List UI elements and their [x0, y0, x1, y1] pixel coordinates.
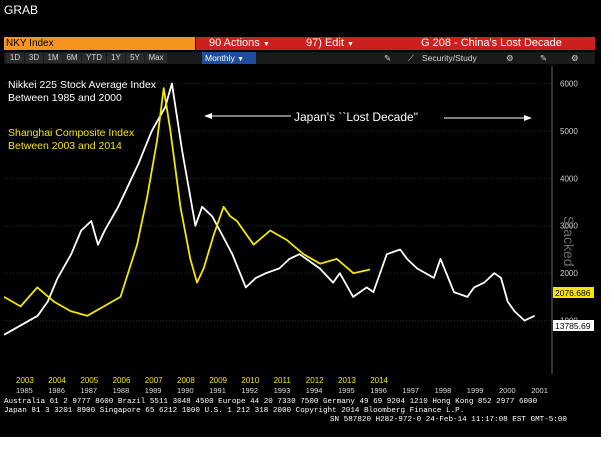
x-tick-label-top: 2003: [16, 376, 34, 385]
x-tick-label-bottom: 1987: [80, 386, 97, 395]
range-button-max[interactable]: Max: [145, 53, 167, 63]
pencil-icon[interactable]: ✎: [384, 53, 392, 63]
arrow-left-icon: [204, 113, 212, 119]
frequency-dropdown[interactable]: Monthly ▼: [202, 52, 256, 64]
x-tick-label-top: 2005: [80, 376, 98, 385]
legend-nikkei-line1: Nikkei 225 Stock Average Index: [8, 79, 157, 91]
x-tick-label-bottom: 1994: [306, 386, 323, 395]
legend-shanghai: Shanghai Composite Index Between 2003 an…: [8, 127, 134, 153]
frequency-label: Monthly: [205, 53, 235, 63]
command-bar: [196, 37, 595, 50]
x-tick-label-bottom: 1995: [338, 386, 355, 395]
gear-icon[interactable]: ⚙: [571, 53, 579, 63]
y-tick-label: 3000: [560, 222, 578, 231]
x-tick-label-bottom: 1999: [467, 386, 484, 395]
x-tick-label-bottom: 1985: [16, 386, 33, 395]
arrow-right-icon: [524, 115, 532, 121]
footer-line-1: Australia 61 2 9777 8600 Brazil 5511 304…: [4, 398, 538, 406]
grab-label: GRAB: [4, 3, 39, 17]
x-tick-label-top: 2006: [113, 376, 131, 385]
range-button-1m[interactable]: 1M: [44, 53, 62, 63]
x-tick-label-top: 2010: [241, 376, 259, 385]
x-tick-label-bottom: 1986: [48, 386, 65, 395]
actions-menu[interactable]: 90 Actions ▼: [209, 37, 270, 50]
x-tick-label-top: 2004: [48, 376, 66, 385]
security-study-button[interactable]: Security/Study: [422, 53, 477, 63]
y-tick-label: 4000: [560, 174, 578, 183]
x-tick-label-bottom: 1993: [274, 386, 291, 395]
ticker-input[interactable]: NKY Index: [4, 37, 195, 50]
nikkei-series-line: [4, 82, 535, 336]
x-tick-label-top: 2012: [306, 376, 324, 385]
range-button-3d[interactable]: 3D: [25, 53, 43, 63]
range-button-ytd[interactable]: YTD: [82, 53, 106, 63]
x-tick-label-bottom: 1988: [113, 386, 130, 395]
legend-shanghai-line2: Between 2003 and 2014: [8, 140, 122, 152]
actions-label: 90 Actions: [209, 37, 260, 49]
last-value-white-tag: [553, 320, 594, 331]
shanghai-series-line: [4, 87, 371, 317]
x-tick-label-top: 2013: [338, 376, 356, 385]
stacked-watermark: Stacked: [561, 216, 577, 267]
footer-line-2: Japan 81 3 3201 8900 Singapore 65 6212 1…: [4, 407, 465, 415]
x-tick-label-top: 2011: [274, 376, 292, 385]
edit-icon[interactable]: ✎: [540, 53, 548, 63]
series-lines: [4, 82, 535, 336]
chevron-down-icon: ▼: [237, 56, 245, 63]
y-tick-label: 5000: [560, 127, 578, 136]
range-button-1d[interactable]: 1D: [6, 53, 24, 63]
legend-nikkei: Nikkei 225 Stock Average Index Between 1…: [8, 79, 156, 105]
x-axis: 2003 2004 2005 2006 2007 2008 2009 2010 2011 2012…: [4, 374, 552, 398]
x-tick-label-bottom: 1996: [370, 386, 387, 395]
last-value-yellow: 2076.686: [555, 288, 591, 298]
x-tick-label-bottom: 1992: [241, 386, 258, 395]
x-tick-label-bottom: 1989: [145, 386, 162, 395]
legend-shanghai-line1: Shanghai Composite Index: [8, 127, 135, 139]
x-tick-label-bottom: 2001: [531, 386, 548, 395]
x-tick-label-bottom: 1990: [177, 386, 194, 395]
range-button-6m[interactable]: 6M: [63, 53, 81, 63]
legend-nikkei-line2: Between 1985 and 2000: [8, 92, 122, 104]
x-tick-label-top: 2007: [145, 376, 163, 385]
chart-title: G 208 - China's Lost Decade: [421, 37, 562, 49]
settings-icon[interactable]: ⚙: [506, 53, 514, 63]
footer-line-3: SN 587820 H282-972-0 24-Feb-14 11:17:08 …: [330, 416, 567, 424]
x-tick-label-bottom: 1997: [402, 386, 419, 395]
x-tick-label-top: 2008: [177, 376, 195, 385]
x-tick-label-bottom: 1998: [435, 386, 452, 395]
price-chart: 100020003000400050006000 Stacked Japan's…: [4, 66, 594, 374]
x-tick-label-top: 2009: [209, 376, 227, 385]
chart-line-icon[interactable]: ⟋: [408, 53, 414, 63]
last-value-white: 13785.69: [555, 321, 591, 331]
range-button-5y[interactable]: 5Y: [126, 53, 144, 63]
chevron-down-icon: ▼: [262, 41, 270, 48]
edit-label: 97) Edit: [306, 37, 344, 49]
chart-grid: [4, 66, 553, 374]
edit-menu[interactable]: 97) Edit ▼: [306, 37, 354, 50]
x-tick-label-top: 2014: [370, 376, 388, 385]
y-tick-label: 6000: [560, 79, 578, 88]
range-button-1y[interactable]: 1Y: [107, 53, 125, 63]
bloomberg-terminal: GRAB NKY Index 90 Actions ▼ 97) Edit ▼ G…: [0, 0, 601, 437]
y-tick-label: 2000: [560, 269, 578, 278]
x-axis-background: [4, 374, 552, 398]
chevron-down-icon: ▼: [346, 41, 354, 48]
lost-decade-annotation: Japan's ``Lost Decade": [294, 110, 418, 124]
last-value-yellow-tag: [553, 287, 594, 298]
x-tick-label-bottom: 2000: [499, 386, 516, 395]
x-tick-label-bottom: 1991: [209, 386, 226, 395]
